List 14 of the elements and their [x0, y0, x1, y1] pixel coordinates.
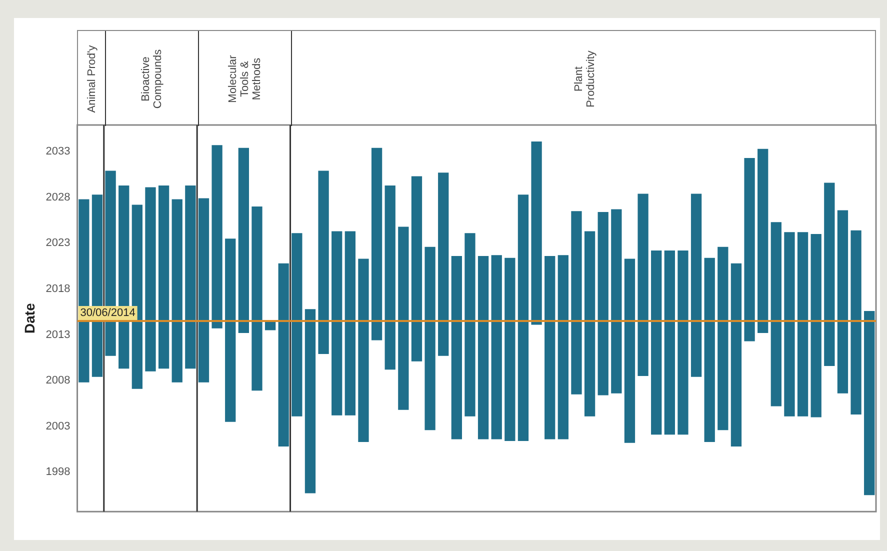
y-tick-label: 2023 — [46, 237, 70, 250]
text: Plant Productivity — [572, 50, 597, 107]
y-tick-label: 2028 — [46, 191, 70, 204]
y-axis-title: Date — [21, 302, 38, 334]
text: Molecular Tools & Methods — [227, 54, 264, 102]
y-tick-label: 2018 — [46, 283, 70, 296]
y-tick-label: 1998 — [46, 466, 70, 478]
y-tick-label: 2033 — [46, 146, 70, 158]
text: Animal Prod'y — [86, 44, 98, 112]
ref-line-label: 30/06/2014 — [80, 307, 136, 320]
y-tick-label: 2013 — [46, 328, 70, 341]
y-tick-label: 2008 — [46, 374, 70, 387]
y-tick-label: 2003 — [46, 420, 70, 432]
text: Bioactive Compounds — [140, 48, 164, 108]
